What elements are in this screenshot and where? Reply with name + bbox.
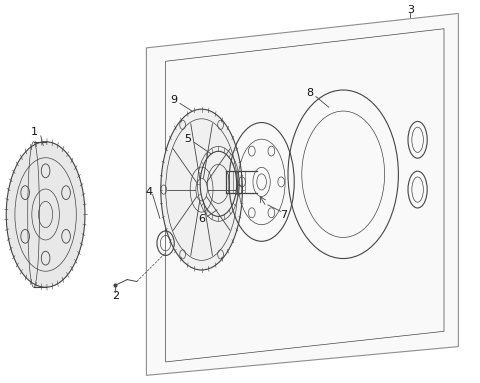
Text: 1: 1: [31, 127, 38, 137]
Text: 7: 7: [280, 210, 287, 220]
Text: 3: 3: [407, 5, 414, 15]
Text: 6: 6: [198, 214, 205, 224]
Text: 4: 4: [145, 187, 152, 196]
Text: 5: 5: [184, 134, 191, 144]
Ellipse shape: [6, 142, 85, 287]
Text: 8: 8: [306, 88, 313, 98]
Polygon shape: [146, 13, 458, 375]
Ellipse shape: [161, 109, 242, 270]
Text: 2: 2: [112, 291, 119, 301]
Text: 9: 9: [171, 95, 178, 105]
